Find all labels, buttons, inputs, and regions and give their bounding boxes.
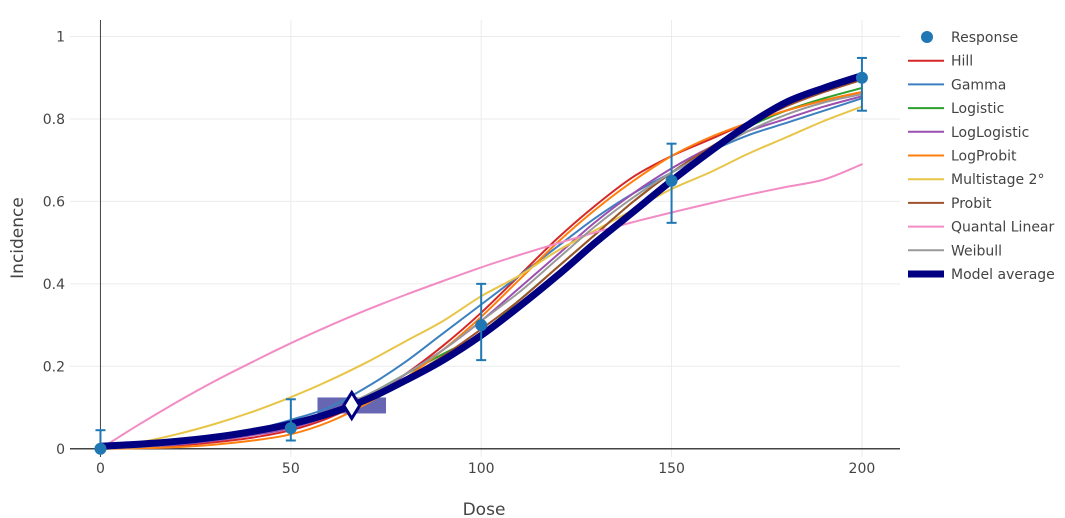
legend-label-6: Probit [951,196,992,212]
response-point-3 [665,174,678,187]
tick-labels: 0 50 100 150 200 0 0.2 0.4 0.6 0.8 1 [43,29,876,477]
legend-item-7[interactable]: Quantal Linear [908,220,1055,236]
x-tick-label-1: 50 [282,461,300,477]
legend-item-response[interactable]: Response [921,30,1018,46]
y-tick-label-1: 0.2 [43,359,65,375]
legend-item-0[interactable]: Hill [908,54,973,70]
response-point-1 [284,422,297,435]
response-point-0 [94,442,107,455]
y-tick-label-5: 1 [56,29,65,45]
legend-item-8[interactable]: Weibull [908,243,1002,259]
x-tick-label-2: 100 [468,461,495,477]
legend-item-6[interactable]: Probit [908,196,992,212]
legend-label-8: Weibull [951,243,1002,259]
y-tick-label-3: 0.6 [43,194,65,210]
legend-label-7: Quantal Linear [951,220,1055,236]
legend-label-response: Response [951,30,1018,46]
axes [70,20,900,457]
legend-item-2[interactable]: Logistic [908,101,1004,117]
legend-label-3: LogLogistic [951,125,1029,141]
y-axis-title: Incidence [8,197,28,279]
legend-label-2: Logistic [951,101,1004,117]
legend-marker-response [921,31,933,43]
legend-item-4[interactable]: LogProbit [908,149,1017,165]
bmd-diamond [341,389,362,422]
x-axis-title: Dose [463,500,506,518]
legend-label-1: Gamma [951,77,1006,93]
y-tick-label-4: 0.8 [43,112,65,128]
x-tick-label-0: 0 [96,461,105,477]
legend-label-5: Multistage 2° [951,172,1044,188]
legend-item-3[interactable]: LogLogistic [908,125,1029,141]
x-tick-label-4: 200 [849,461,876,477]
response-point-4 [855,71,868,84]
series-line-7 [99,163,863,450]
legend-label-0: Hill [951,54,973,70]
legend-label-9: Model average [951,267,1055,283]
legend-item-9[interactable]: Model average [908,267,1055,283]
x-tick-label-3: 150 [658,461,685,477]
legend-item-5[interactable]: Multistage 2° [908,172,1044,188]
legend[interactable]: Response Hill Gamma Logistic LogLogistic LogP… [908,30,1055,283]
y-tick-label-0: 0 [56,442,65,458]
response-error-bars [94,56,868,455]
legend-item-1[interactable]: Gamma [908,77,1006,93]
response-point-2 [475,319,488,332]
y-tick-label-2: 0.4 [43,277,65,293]
legend-label-4: LogProbit [951,149,1017,165]
